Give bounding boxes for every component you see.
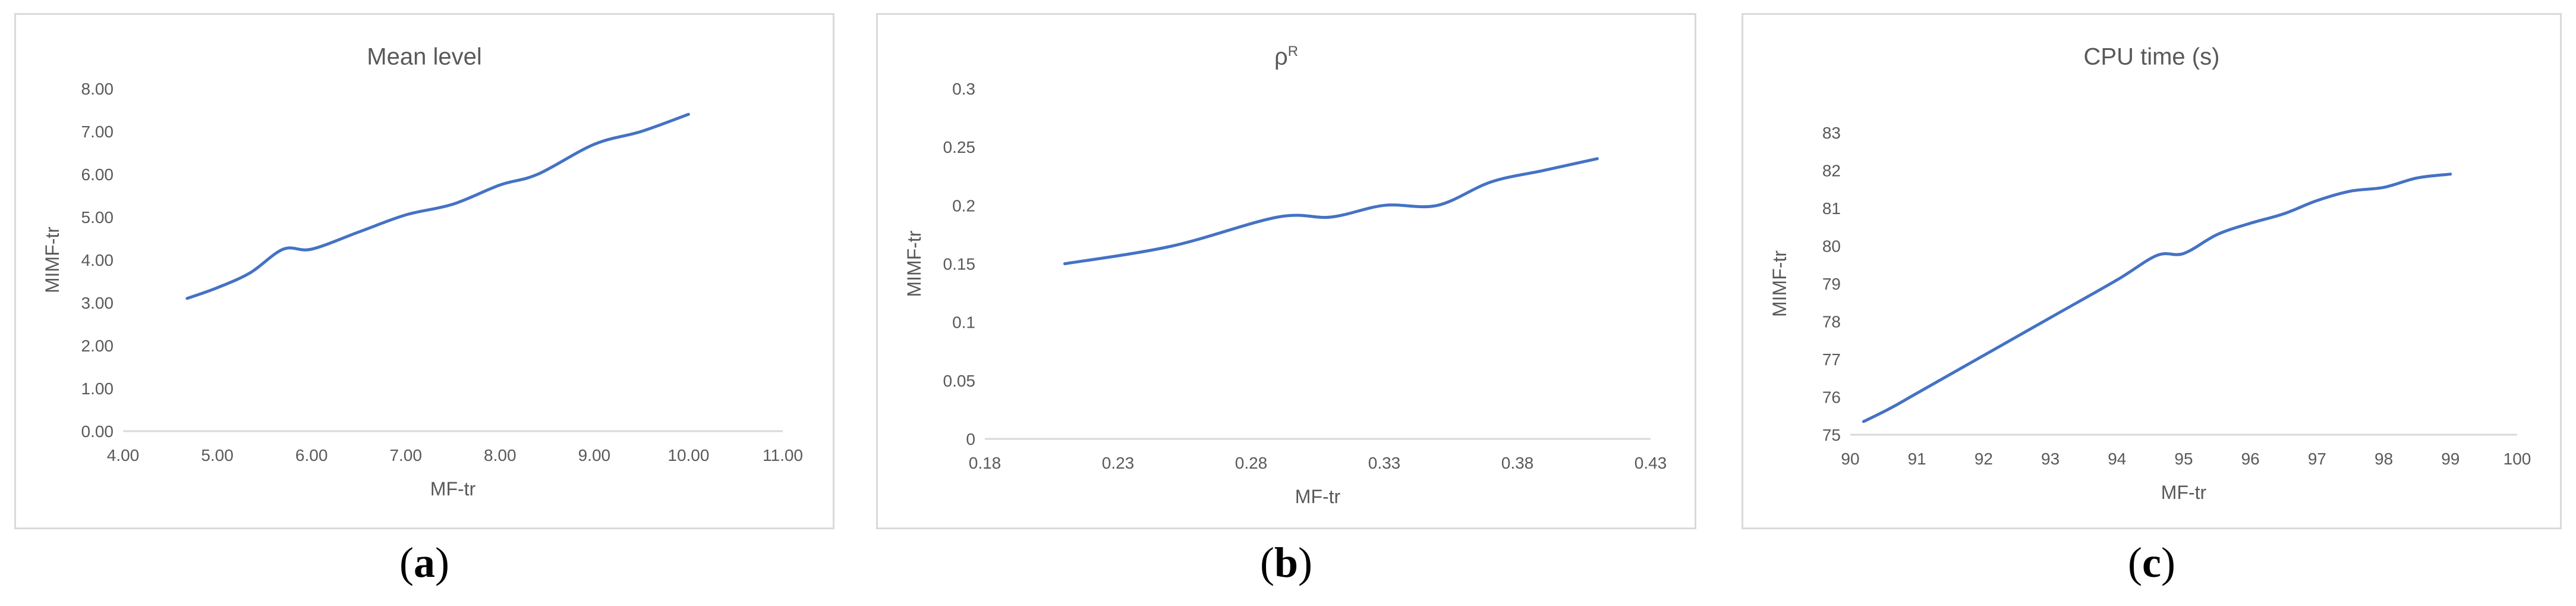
y-tick-label: 76 (1822, 388, 1841, 407)
chart-svg-b: 0 0.05 0.1 0.15 0.2 0.25 0.3 0.18 0.23 0.28 0.33 0.… (903, 80, 1667, 507)
x-tick-label: 0.28 (1235, 454, 1268, 472)
x-tick-label: 0.43 (1635, 454, 1667, 472)
y-tick-label: 2.00 (81, 337, 114, 355)
y-tick-label: 4.00 (81, 251, 114, 269)
x-tick-label: 6.00 (295, 446, 328, 464)
x-tick-label: 0.23 (1102, 454, 1135, 472)
x-tick-label: 95 (2174, 450, 2193, 468)
series-line (1063, 157, 1599, 265)
x-tick-label: 93 (2041, 450, 2059, 468)
caption-b: (b) (1259, 539, 1312, 586)
y-tick-label: 5.00 (81, 208, 114, 227)
y-tick-label: 0 (966, 430, 975, 448)
y-tick-label: 6.00 (81, 165, 114, 184)
y-tick-label: 0.00 (81, 422, 114, 441)
x-tick-label: 5.00 (201, 446, 234, 464)
chart-svg-a: 0.00 1.00 2.00 3.00 4.00 5.00 6.00 7.00 8.00 4.00… (42, 80, 803, 500)
y-tick-label: 0.15 (943, 255, 976, 274)
x-tick-label: 10.00 (667, 446, 709, 464)
y-axis-title: MIMF-tr (42, 227, 63, 293)
x-tick-label: 99 (2441, 450, 2460, 468)
chart-title-c: CPU time (s) (2083, 43, 2220, 70)
y-tick-label: 0.25 (943, 138, 976, 156)
y-axis-title: MIMF-tr (1769, 250, 1790, 317)
y-tick-label: 77 (1822, 350, 1841, 369)
x-tick-label: 9.00 (578, 446, 611, 464)
y-tick-label: 1.00 (81, 379, 114, 398)
x-tick-label: 0.18 (969, 454, 1002, 472)
y-axis-title: MIMF-tr (903, 230, 925, 297)
y-tick-label: 79 (1822, 275, 1841, 293)
caption-a: (a) (399, 539, 449, 586)
x-tick-label: 94 (2108, 450, 2126, 468)
chart-panel-a: 0.00 1.00 2.00 3.00 4.00 5.00 6.00 7.00 8.00 4.00… (14, 13, 834, 529)
x-axis-title: MF-tr (2161, 482, 2207, 503)
x-axis-title: MF-tr (1295, 486, 1341, 507)
y-tick-label: 7.00 (81, 123, 114, 141)
x-tick-label: 0.33 (1368, 454, 1401, 472)
x-tick-label: 91 (1908, 450, 1926, 468)
chart-title-a: Mean level (367, 43, 482, 70)
series-line (1862, 172, 2452, 423)
x-tick-label: 92 (1974, 450, 1993, 468)
y-tick-label: 81 (1822, 199, 1841, 218)
x-tick-label: 11.00 (763, 446, 803, 464)
y-tick-label: 8.00 (81, 80, 114, 98)
caption-c: (c) (2128, 539, 2175, 586)
x-tick-label: 100 (2503, 450, 2531, 468)
x-tick-label: 90 (1841, 450, 1859, 468)
y-tick-label: 3.00 (81, 294, 114, 312)
y-tick-label: 0.3 (952, 80, 975, 98)
y-tick-label: 80 (1822, 237, 1841, 256)
chart-panel-b: 0 0.05 0.1 0.15 0.2 0.25 0.3 0.18 0.23 0.28 0.33 0.… (876, 13, 1696, 529)
x-tick-label: 96 (2241, 450, 2260, 468)
y-tick-label: 75 (1822, 426, 1841, 444)
x-tick-label: 98 (2375, 450, 2393, 468)
chart-svg-c: 75 76 77 78 79 80 81 82 83 90 91 92 93 94 95 96 97 98 99 10… (1769, 124, 2531, 503)
x-tick-label: 0.38 (1501, 454, 1534, 472)
y-tick-label: 83 (1822, 124, 1841, 142)
y-tick-label: 0.2 (952, 196, 975, 215)
x-tick-label: 8.00 (484, 446, 517, 464)
chart-panel-c: 75 76 77 78 79 80 81 82 83 90 91 92 93 94 95 96 97 98 99 10… (1742, 13, 2562, 529)
x-axis-title: MF-tr (430, 478, 476, 500)
series-line (185, 112, 690, 300)
y-tick-label: 0.1 (952, 313, 975, 332)
x-tick-label: 97 (2308, 450, 2326, 468)
chart-title-b: ρR (1274, 43, 1299, 70)
x-tick-label: 7.00 (389, 446, 422, 464)
x-tick-label: 4.00 (107, 446, 140, 464)
y-tick-label: 0.05 (943, 372, 976, 390)
y-tick-label: 78 (1822, 313, 1841, 331)
y-tick-label: 82 (1822, 162, 1841, 180)
